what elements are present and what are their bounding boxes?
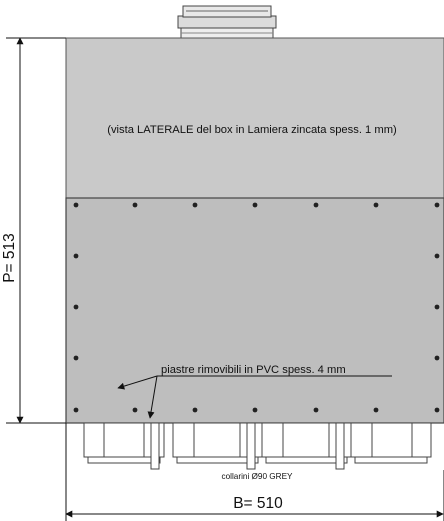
height-dimension: P= 513 — [1, 37, 66, 424]
pvc-panel — [65, 197, 444, 424]
collar-3 — [261, 422, 352, 470]
width-dimension-label: B= 510 — [233, 495, 283, 512]
collar-4 — [350, 422, 432, 464]
bottom-collars — [83, 422, 432, 470]
side-view-label: (vista LATERALE del box in Lamiera zinca… — [107, 124, 397, 136]
height-dimension-label: P= 513 — [1, 233, 18, 283]
panel-leader: piastre rimovibili in PVC spess. 4 mm — [117, 364, 392, 419]
galvanized-box — [65, 37, 444, 201]
collars-label: collarini Ø90 GREY — [222, 472, 294, 481]
width-dimension: B= 510 — [65, 423, 444, 521]
panel-label: piastre rimovibili in PVC spess. 4 mm — [161, 364, 346, 376]
collar-2 — [172, 422, 263, 470]
collar-1 — [83, 422, 165, 470]
panel-rivets — [73, 202, 440, 413]
top-duct-connector — [177, 5, 277, 41]
